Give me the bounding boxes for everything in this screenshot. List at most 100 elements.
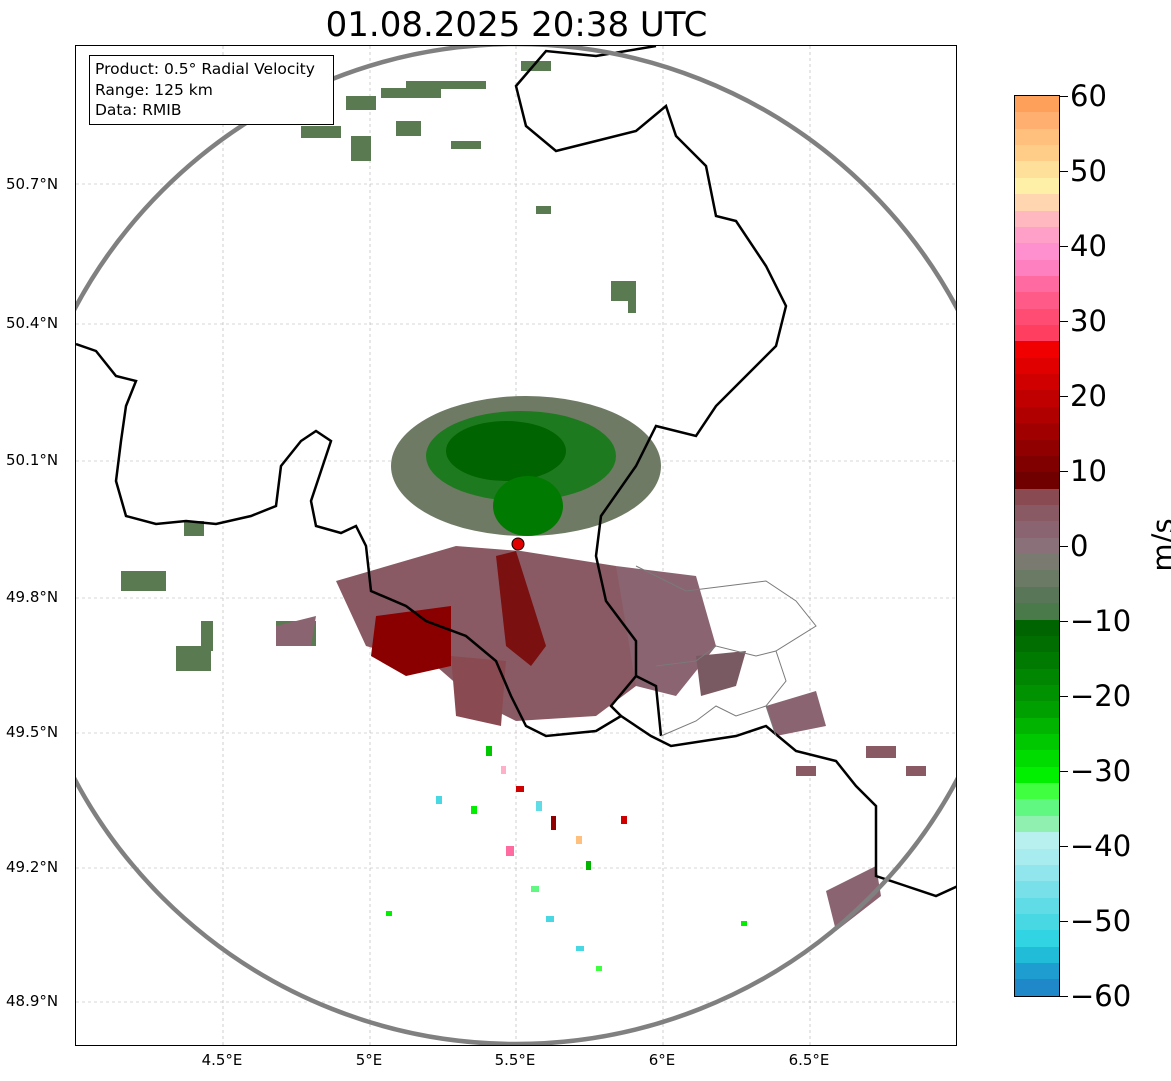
colorbar-swatch bbox=[1015, 603, 1059, 620]
colorbar-unit-label: m/s bbox=[1146, 518, 1171, 572]
colorbar-tick bbox=[1060, 621, 1068, 622]
colorbar-swatch bbox=[1015, 504, 1059, 522]
colorbar-tick bbox=[1060, 96, 1068, 97]
lat-label: 49.8°N bbox=[6, 588, 59, 606]
colorbar-tick-label: −10 bbox=[1070, 604, 1132, 638]
data-source-label: Data: RMIB bbox=[95, 101, 182, 119]
colorbar-tick bbox=[1060, 921, 1068, 922]
colorbar-swatch bbox=[1015, 554, 1059, 571]
colorbar-tick bbox=[1060, 246, 1068, 247]
colorbar-swatch bbox=[1015, 439, 1059, 456]
colorbar-tick bbox=[1060, 996, 1068, 997]
radar-echoes-scatter bbox=[386, 746, 926, 971]
colorbar-swatch bbox=[1015, 128, 1059, 146]
colorbar-swatch bbox=[1015, 177, 1059, 195]
colorbar-swatch bbox=[1015, 586, 1059, 604]
colorbar-swatch bbox=[1015, 488, 1059, 505]
colorbar-swatch bbox=[1015, 570, 1059, 587]
colorbar-swatch bbox=[1015, 783, 1059, 800]
colorbar-swatch bbox=[1015, 161, 1059, 178]
lat-label: 49.2°N bbox=[6, 858, 59, 876]
colorbar-swatch bbox=[1015, 734, 1059, 751]
colorbar-swatch bbox=[1015, 325, 1059, 342]
colorbar-swatch bbox=[1015, 864, 1059, 882]
colorbar-swatch bbox=[1015, 390, 1059, 407]
product-info-box: Product: 0.5° Radial Velocity Range: 125… bbox=[89, 55, 334, 125]
colorbar-tick-label: 30 bbox=[1070, 304, 1107, 338]
colorbar-swatch bbox=[1015, 684, 1059, 702]
colorbar-swatch bbox=[1015, 357, 1059, 375]
colorbar-tick-label: 20 bbox=[1070, 379, 1107, 413]
colorbar-swatch bbox=[1015, 406, 1059, 424]
colorbar-swatch bbox=[1015, 946, 1059, 964]
colorbar-swatch bbox=[1015, 619, 1059, 636]
colorbar-swatch bbox=[1015, 210, 1059, 227]
lat-label: 49.5°N bbox=[6, 723, 59, 741]
colorbar-swatch bbox=[1015, 848, 1059, 865]
lat-label: 50.1°N bbox=[6, 451, 59, 469]
lon-label: 6.5°E bbox=[788, 1051, 830, 1069]
colorbar-swatch bbox=[1015, 341, 1059, 358]
colorbar-swatch bbox=[1015, 881, 1059, 898]
colorbar-tick bbox=[1060, 771, 1068, 772]
colorbar-swatch bbox=[1015, 913, 1059, 931]
colorbar-swatch bbox=[1015, 112, 1059, 129]
colorbar-tick-label: 50 bbox=[1070, 154, 1107, 188]
lat-label: 50.7°N bbox=[6, 175, 59, 193]
colorbar-tick bbox=[1060, 846, 1068, 847]
colorbar-swatch bbox=[1015, 275, 1059, 293]
country-borders bbox=[76, 46, 956, 898]
map-title: 01.08.2025 20:38 UTC bbox=[325, 5, 708, 45]
radar-site-marker[interactable] bbox=[511, 537, 525, 551]
colorbar-swatch bbox=[1015, 815, 1059, 833]
colorbar-swatch bbox=[1015, 963, 1059, 980]
colorbar-swatch bbox=[1015, 635, 1059, 653]
colorbar-swatch bbox=[1015, 668, 1059, 685]
product-label: Product: 0.5° Radial Velocity bbox=[95, 60, 315, 78]
colorbar-tick bbox=[1060, 396, 1068, 397]
colorbar-swatch bbox=[1015, 766, 1059, 784]
range-label: Range: 125 km bbox=[95, 80, 213, 99]
colorbar-tick-label: −30 bbox=[1070, 754, 1132, 788]
colorbar-tick-label: −20 bbox=[1070, 679, 1132, 713]
colorbar-swatch bbox=[1015, 897, 1059, 914]
radar-map[interactable] bbox=[75, 45, 957, 1046]
colorbar-swatch bbox=[1015, 832, 1059, 849]
colorbar-swatch bbox=[1015, 521, 1059, 538]
colorbar-swatch bbox=[1015, 750, 1059, 767]
colorbar-swatch bbox=[1015, 930, 1059, 947]
radar-echoes-receding bbox=[276, 546, 881, 931]
colorbar-swatch bbox=[1015, 145, 1059, 162]
colorbar-tick bbox=[1060, 696, 1068, 697]
colorbar-swatch bbox=[1015, 472, 1059, 489]
colorbar-tick-label: 0 bbox=[1070, 529, 1089, 563]
radar-map-canvas bbox=[76, 46, 956, 1045]
colorbar-swatch bbox=[1015, 96, 1059, 113]
colorbar-swatch bbox=[1015, 652, 1059, 669]
region-borders bbox=[635, 565, 817, 737]
colorbar-swatch bbox=[1015, 292, 1059, 309]
colorbar-swatch bbox=[1015, 455, 1059, 473]
lon-label: 6°E bbox=[648, 1051, 676, 1069]
colorbar-swatch bbox=[1015, 799, 1059, 816]
colorbar-swatch bbox=[1015, 243, 1059, 260]
velocity-colorbar bbox=[1014, 95, 1060, 997]
lon-label: 5.5°E bbox=[494, 1051, 536, 1069]
colorbar-tick bbox=[1060, 321, 1068, 322]
colorbar-swatch bbox=[1015, 537, 1059, 555]
colorbar-swatch bbox=[1015, 717, 1059, 735]
colorbar-swatch bbox=[1015, 226, 1059, 244]
lat-label: 50.4°N bbox=[6, 314, 59, 332]
colorbar-tick-label: 40 bbox=[1070, 229, 1107, 263]
colorbar-tick-label: −50 bbox=[1070, 904, 1132, 938]
colorbar-swatch bbox=[1015, 259, 1059, 276]
radar-echoes-approaching bbox=[391, 396, 661, 536]
colorbar-tick-label: 60 bbox=[1070, 79, 1107, 113]
colorbar-swatch bbox=[1015, 423, 1059, 440]
colorbar-tick-label: −60 bbox=[1070, 979, 1132, 1013]
colorbar-swatch bbox=[1015, 701, 1059, 718]
colorbar-swatch bbox=[1015, 308, 1059, 326]
colorbar-swatch bbox=[1015, 194, 1059, 211]
colorbar-tick-label: −40 bbox=[1070, 829, 1132, 863]
colorbar-swatch bbox=[1015, 979, 1059, 996]
